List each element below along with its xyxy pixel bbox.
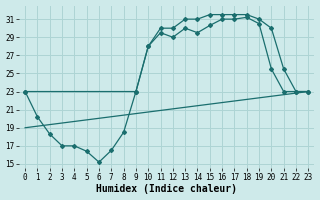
X-axis label: Humidex (Indice chaleur): Humidex (Indice chaleur) (96, 184, 237, 194)
